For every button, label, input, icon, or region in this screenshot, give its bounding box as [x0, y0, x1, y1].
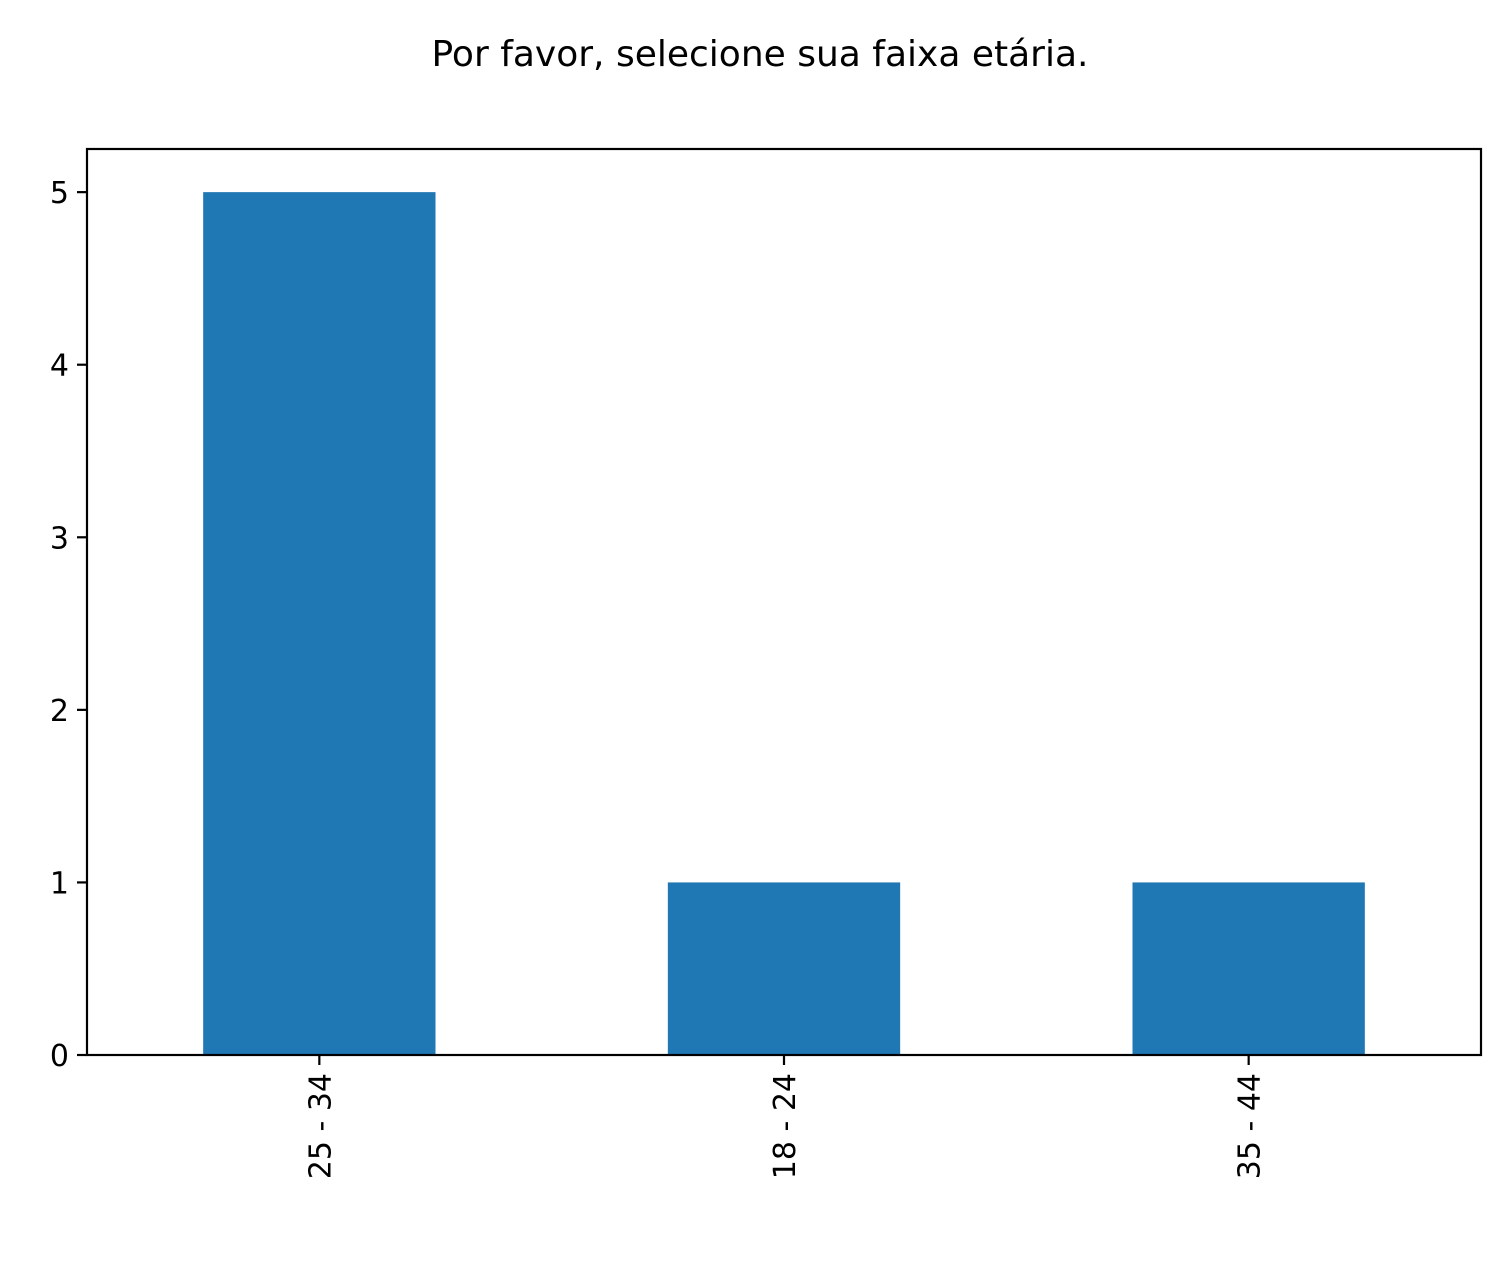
bars-group [203, 192, 1365, 1056]
x-tick-label: 18 - 24 [768, 1073, 803, 1179]
plot-frame [85, 147, 1483, 1057]
bar-25-34 [203, 192, 436, 1056]
x-tick-label: 25 - 34 [303, 1073, 338, 1179]
bar-35-44 [1132, 882, 1365, 1055]
y-axis: 0 1 2 3 4 5 [50, 176, 87, 1074]
y-tick-label: 2 [50, 694, 69, 729]
x-axis: 25 - 34 18 - 24 35 - 44 [303, 1055, 1268, 1179]
x-tick-label: 35 - 44 [1233, 1073, 1268, 1179]
y-tick-label: 4 [50, 349, 69, 384]
y-tick-label: 1 [50, 866, 69, 901]
bar-18-24 [667, 882, 901, 1055]
y-tick-label: 3 [50, 521, 69, 556]
y-tick-label: 5 [50, 176, 69, 211]
chart-title: Por favor, selecione sua faixa etária. [432, 34, 1089, 75]
y-tick-label: 0 [50, 1039, 69, 1074]
